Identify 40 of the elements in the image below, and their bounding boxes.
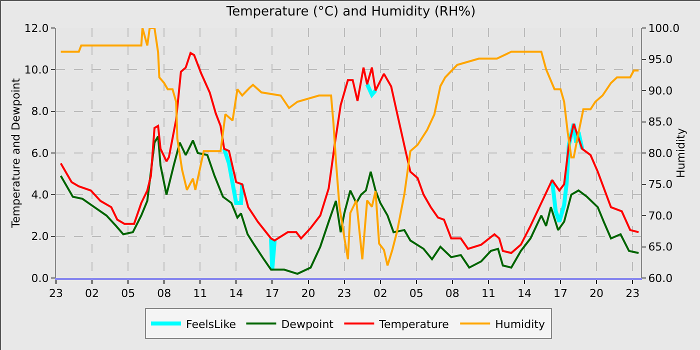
y2-tick-label: 80.0 — [648, 146, 673, 160]
x-tick-label: 05 — [409, 287, 424, 300]
legend-label: FeelsLike — [186, 318, 236, 331]
x-tick-label: 17 — [265, 287, 280, 300]
y-axis-title: Temperature and Dewpoint — [9, 77, 22, 229]
legend-label: Dewpoint — [281, 318, 334, 331]
x-tick-label: 23 — [49, 287, 63, 300]
x-tick-label: 02 — [373, 287, 388, 300]
legend-label: Temperature — [378, 318, 450, 331]
x-tick-label: 14 — [517, 287, 532, 300]
y2-axis-title: Humidity — [674, 128, 688, 178]
x-tick-label: 11 — [481, 287, 496, 300]
y2-tick-label: 75.0 — [648, 178, 673, 192]
y-tick-label: 4.0 — [31, 188, 49, 202]
y2-tick-label: 95.0 — [648, 53, 673, 66]
x-tick-label: 08 — [445, 287, 460, 300]
legend-label: Humidity — [495, 318, 546, 331]
y-tick-label: 6.0 — [31, 146, 49, 160]
y-tick-label: 8.0 — [31, 105, 49, 118]
x-tick-label: 02 — [85, 287, 100, 300]
y2-tick-label: 60.0 — [648, 272, 673, 285]
y2-tick-label: 65.0 — [648, 240, 673, 254]
x-tick-label: 17 — [554, 287, 568, 300]
y2-tick-label: 90.0 — [648, 84, 673, 98]
y-tick-label: 0.0 — [31, 272, 49, 285]
x-tick-label: 08 — [157, 287, 172, 300]
x-tick-label: 14 — [229, 287, 244, 300]
x-tick-label: 11 — [193, 287, 208, 300]
x-tick-label: 05 — [121, 287, 136, 300]
x-tick-label: 23 — [337, 287, 352, 300]
x-tick-label: 20 — [590, 287, 604, 300]
y-tick-label: 10.0 — [24, 64, 49, 77]
y2-tick-label: 70.0 — [648, 209, 673, 222]
y-tick-label: 12.0 — [24, 22, 49, 35]
y2-tick-label: 100.0 — [648, 22, 680, 35]
y2-tick-label: 85.0 — [648, 116, 673, 129]
chart-title: Temperature (°C) and Humidity (RH%) — [225, 4, 476, 20]
y-tick-label: 2.0 — [31, 230, 49, 244]
x-tick-label: 23 — [626, 287, 640, 300]
x-tick-label: 20 — [301, 287, 316, 300]
